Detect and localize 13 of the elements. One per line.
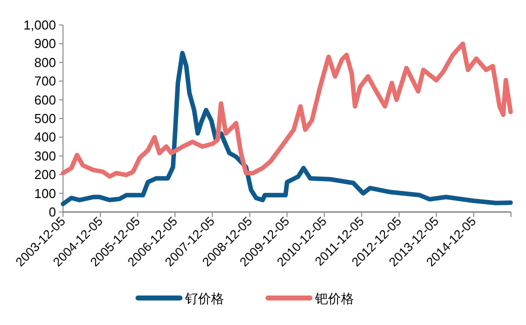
legend-label: 钯价格 bbox=[314, 291, 354, 306]
y-tick-label: 300 bbox=[34, 148, 56, 164]
y-tick-label: 500 bbox=[34, 111, 56, 126]
y-tick-label: 400 bbox=[34, 130, 56, 145]
y-tick-label: 1,000 bbox=[23, 18, 56, 32]
y-tick-label: 700 bbox=[34, 74, 56, 89]
y-tick-label: 900 bbox=[34, 36, 56, 52]
y-tick-label: 0 bbox=[48, 204, 56, 220]
legend-label: 钌价格 bbox=[184, 291, 224, 306]
y-tick-label: 600 bbox=[34, 92, 56, 108]
y-tick-label: 100 bbox=[34, 186, 56, 201]
y-tick-label: 800 bbox=[34, 54, 56, 70]
y-tick-label: 200 bbox=[34, 167, 56, 182]
